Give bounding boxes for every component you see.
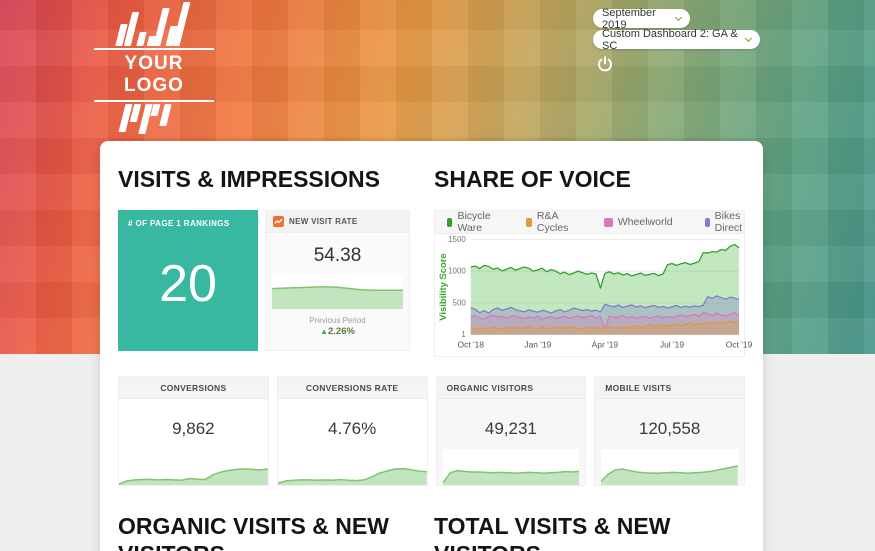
period-dropdown-value: September 2019 (602, 6, 656, 31)
stat-card-label: CONVERSIONS (119, 377, 268, 399)
legend-swatch (447, 217, 453, 227)
page1-rankings-value: 20 (159, 255, 217, 313)
section-title-organic-visits: ORGANIC VISITS & NEW VISITORS (118, 513, 389, 551)
stat-card-row: CONVERSIONS 9,862 CONVERSIONS RATE 4.76%… (118, 376, 745, 486)
stat-card-mobile-visits: MOBILE VISITS 120,558 (594, 376, 745, 486)
legend-label: Bikes Direct (714, 210, 743, 234)
svg-text:1: 1 (461, 330, 466, 339)
stat-card-value: 120,558 (638, 419, 701, 438)
page1-rankings-label: # OF PAGE 1 RANKINGS (128, 219, 230, 228)
svg-text:Apr '19: Apr '19 (592, 340, 619, 350)
delta-badge: ▲2.26% (266, 326, 409, 337)
new-visit-rate-value: 54.38 (313, 245, 362, 266)
legend-label: Bicycle Ware (457, 210, 491, 234)
stat-card-label: CONVERSIONS RATE (277, 377, 427, 399)
logo-rule (94, 48, 214, 50)
stat-card-value: 4.76% (328, 419, 377, 438)
organic-visitors-sparkline (442, 449, 580, 485)
svg-text:Oct '19: Oct '19 (726, 340, 753, 350)
legend-item[interactable]: Bicycle Ware (447, 210, 494, 234)
svg-text:Visibility Score: Visibility Score (437, 253, 448, 320)
new-visit-rate-label: NEW VISIT RATE (289, 217, 358, 226)
stat-card-label: MOBILE VISITS (595, 377, 744, 399)
stat-card-value: 49,231 (484, 419, 537, 438)
share-of-voice-legend: Bicycle Ware R&A Cycles Wheelworld Bikes Di… (435, 210, 746, 234)
stat-card-value: 9,862 (172, 419, 215, 438)
share-of-voice-chart: 1 500 1000 1500 Oct '18 Jan '19 Apr '19 Jul '19… (435, 234, 753, 356)
svg-text:Oct '18: Oct '18 (458, 340, 485, 350)
stat-card-label: ORGANIC VISITORS (436, 377, 586, 399)
svg-text:1000: 1000 (448, 267, 466, 276)
legend-item[interactable]: Wheelworld (603, 216, 673, 228)
section-title-share-of-voice: SHARE OF VOICE (434, 166, 631, 192)
chart-line-icon (273, 216, 284, 227)
legend-item[interactable]: R&A Cycles (526, 210, 572, 234)
chevron-down-icon[interactable] (744, 34, 753, 42)
stat-card-organic-visitors: ORGANIC VISITORS 49,231 (435, 376, 587, 486)
new-visit-rate-sparkline (272, 275, 403, 309)
page1-rankings-widget: # OF PAGE 1 RANKINGS 20 (118, 210, 258, 351)
new-visit-rate-widget: NEW VISIT RATE 54.38 Previous Period ▲2.… (265, 210, 410, 351)
previous-period-label: Previous Period (309, 316, 366, 325)
conversions-sparkline (119, 451, 268, 485)
legend-label: Wheelworld (617, 216, 673, 228)
logo: YOUR LOGO (94, 2, 214, 134)
logo-rule (94, 100, 214, 102)
logo-bars-icon (115, 2, 214, 46)
arrow-up-icon: ▲ (320, 327, 328, 336)
share-of-voice-widget: Bicycle Ware R&A Cycles Wheelworld Bikes Di… (434, 210, 753, 357)
legend-item[interactable]: Bikes Direct (704, 210, 746, 234)
conversions-rate-sparkline (277, 451, 427, 485)
section-title-total-visits: TOTAL VISITS & NEW VISITORS (434, 513, 671, 551)
stat-card-conversions: CONVERSIONS 9,862 (118, 376, 269, 486)
legend-label: R&A Cycles (536, 210, 569, 234)
delta-value: 2.26% (327, 326, 355, 337)
dashboard-dropdown[interactable]: Custom Dashboard 2: GA & SC (593, 27, 760, 52)
svg-text:Jan '19: Jan '19 (524, 340, 551, 350)
logo-bars-icon (118, 104, 214, 134)
logo-text: YOUR LOGO (124, 53, 184, 96)
header-controls: September 2019 Custom Dashboard 2: GA & … (593, 6, 760, 73)
dashboard-card: VISITS & IMPRESSIONS # OF PAGE 1 RANKING… (100, 141, 763, 551)
legend-swatch (704, 217, 710, 227)
stat-card-conversions-rate: CONVERSIONS RATE 4.76% (276, 376, 428, 486)
svg-text:500: 500 (453, 298, 467, 307)
legend-swatch (526, 217, 532, 227)
chevron-down-icon[interactable] (674, 13, 683, 21)
logout-power-button[interactable] (596, 55, 614, 73)
svg-text:1500: 1500 (448, 235, 466, 244)
mobile-visits-sparkline (601, 449, 738, 485)
section-title-visits-impressions: VISITS & IMPRESSIONS (118, 166, 380, 192)
legend-swatch (603, 217, 613, 227)
svg-text:Jul '19: Jul '19 (660, 340, 684, 350)
power-icon (598, 56, 612, 72)
period-dropdown[interactable]: September 2019 (593, 6, 690, 31)
dashboard-dropdown-value: Custom Dashboard 2: GA & SC (602, 27, 738, 52)
